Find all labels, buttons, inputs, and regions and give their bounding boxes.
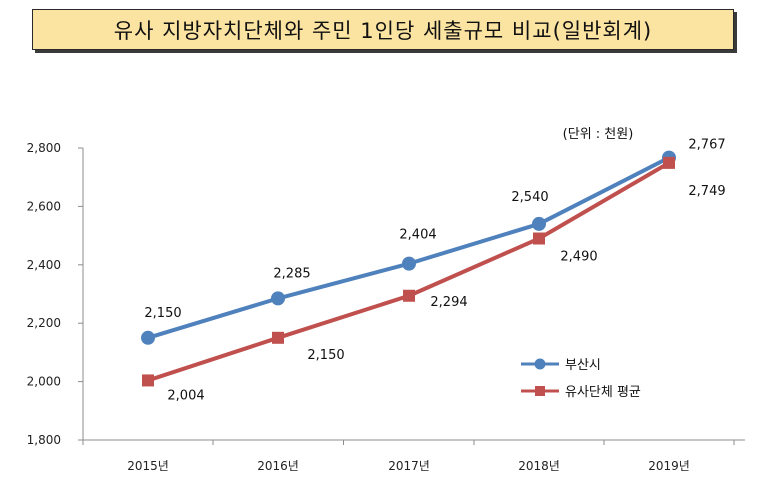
data-point-similar-avg xyxy=(403,289,415,302)
data-label: 2,004 xyxy=(167,388,204,403)
data-point-similar-avg xyxy=(663,156,675,169)
y-tick-label: 2,800 xyxy=(27,141,61,155)
chart-title: 유사 지방자치단체와 주민 1인당 세출규모 비교(일반회계) xyxy=(32,9,734,50)
data-point-busan xyxy=(141,330,155,345)
data-point-busan xyxy=(402,256,416,271)
data-label: 2,767 xyxy=(688,138,725,153)
series-line-busan xyxy=(147,155,670,340)
data-label: 2,540 xyxy=(511,190,548,205)
y-tick-label: 1,800 xyxy=(27,433,61,447)
data-point-similar-avg xyxy=(533,232,545,245)
data-label: 2,150 xyxy=(307,348,344,363)
data-label: 2,285 xyxy=(273,266,310,281)
data-label: 2,294 xyxy=(430,295,467,310)
y-tick-label: 2,400 xyxy=(27,258,61,272)
unit-label: (단위 : 천원) xyxy=(563,127,634,142)
data-point-similar-avg xyxy=(142,374,154,387)
x-tick-label: 2019년 xyxy=(648,459,690,473)
data-label: 2,749 xyxy=(688,184,725,199)
legend-label: 부산시 xyxy=(565,358,601,373)
x-tick-label: 2018년 xyxy=(518,459,560,473)
data-label: 2,404 xyxy=(399,228,436,243)
y-tick-label: 2,200 xyxy=(27,316,61,330)
x-tick-label: 2015년 xyxy=(127,459,169,473)
y-tick-label: 2,000 xyxy=(27,375,61,389)
x-tick-label: 2016년 xyxy=(257,459,299,473)
data-point-similar-avg xyxy=(272,331,284,344)
y-tick-label: 2,600 xyxy=(27,199,61,213)
legend-marker xyxy=(534,358,546,370)
legend-marker xyxy=(535,386,545,396)
data-point-busan xyxy=(271,291,285,306)
data-label: 2,150 xyxy=(144,306,181,321)
data-label: 2,490 xyxy=(560,250,597,265)
x-tick-label: 2017년 xyxy=(388,459,430,473)
legend-label: 유사단체 평균 xyxy=(565,385,641,400)
data-point-busan xyxy=(532,216,546,231)
